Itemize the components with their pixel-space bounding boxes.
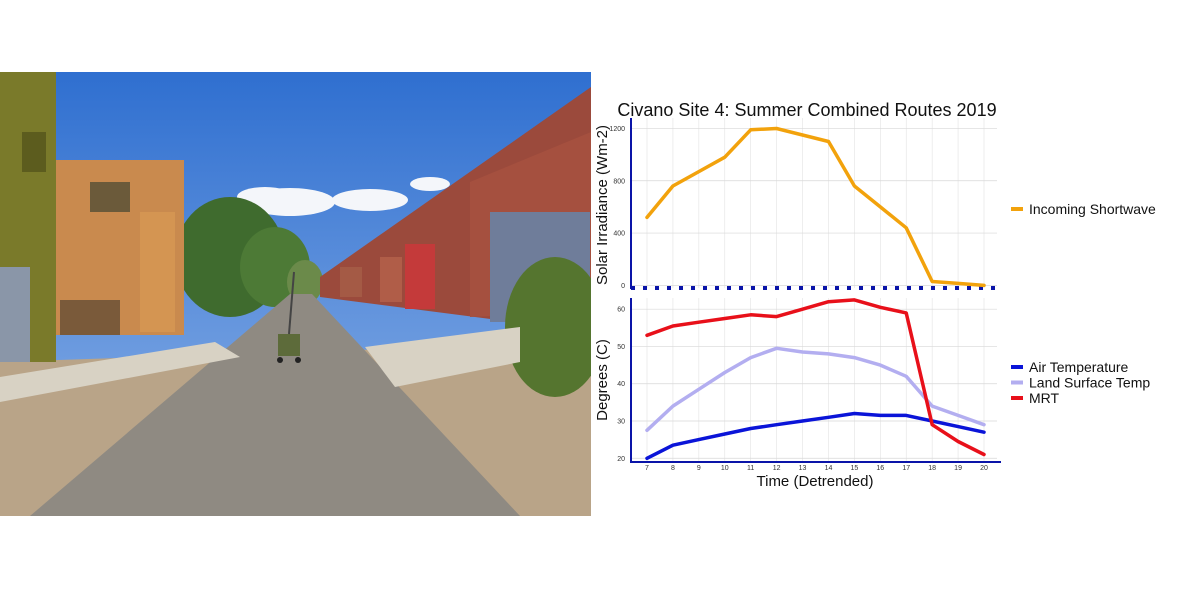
x-tick-label: 8 <box>671 465 675 472</box>
x-tick-label: 13 <box>799 465 807 472</box>
legend-label: Land Surface Temp <box>1029 375 1150 391</box>
y-tick-label: 400 <box>613 231 625 238</box>
x-tick-label: 14 <box>825 465 833 472</box>
panel-solar-series <box>645 126 986 288</box>
series-line-mrt <box>645 298 986 457</box>
y-tick-label: 60 <box>617 307 625 314</box>
panel-temperature-y-label: Degrees (C) <box>594 339 611 421</box>
left-houses <box>0 72 184 362</box>
series-line-incoming-shortwave <box>645 126 986 288</box>
x-tick-label: 9 <box>697 465 701 472</box>
y-tick-label: 40 <box>617 381 625 388</box>
panel-temperature: 20 30 40 50 60 Degrees (C) Air TemperatureLa… <box>594 298 1150 463</box>
panel-temperature-series <box>645 298 986 461</box>
x-tick-label: 16 <box>876 465 884 472</box>
left-driveway <box>0 342 240 402</box>
bush <box>505 257 591 397</box>
panel-solar-grid <box>631 118 997 288</box>
road <box>30 294 520 516</box>
clouds <box>237 177 450 216</box>
x-tick-label: 19 <box>954 465 962 472</box>
x-tick-label: 18 <box>928 465 936 472</box>
sensor-cart <box>277 271 301 363</box>
chart-title: Civano Site 4: Summer Combined Routes 20… <box>617 100 996 120</box>
panel-solar-y-ticks: 0 400 800 1200 <box>609 126 625 290</box>
panel-solar: 0 400 800 1200 Solar Irradiance (Wm-2) Inco… <box>594 118 1156 290</box>
x-tick-label: 15 <box>850 465 858 472</box>
y-tick-label: 0 <box>621 283 625 290</box>
right-driveway <box>365 327 520 387</box>
chart: Civano Site 4: Summer Combined Routes 20… <box>594 100 1156 490</box>
x-tick-label: 10 <box>721 465 729 472</box>
x-tick-label: 12 <box>773 465 781 472</box>
panel-solar-y-label: Solar Irradiance (Wm-2) <box>594 125 611 285</box>
y-tick-label: 800 <box>613 178 625 185</box>
panel-temperature-grid <box>631 298 997 462</box>
panel-solar-legend: Incoming Shortwave <box>1011 201 1156 217</box>
legend-label: Incoming Shortwave <box>1029 201 1156 217</box>
x-tick-labels: 7 8 9 10 11 12 13 14 15 16 17 18 19 20 <box>645 465 988 472</box>
legend-label: Air Temperature <box>1029 359 1129 375</box>
x-tick-label: 11 <box>747 465 754 472</box>
y-tick-label: 50 <box>617 344 625 351</box>
y-tick-label: 30 <box>617 419 625 426</box>
panel-temperature-y-ticks: 20 30 40 50 60 <box>617 307 625 463</box>
legend-label: MRT <box>1029 390 1060 406</box>
x-tick-label: 20 <box>980 465 988 472</box>
x-tick-label: 17 <box>902 465 910 472</box>
y-tick-label: 20 <box>617 456 625 463</box>
street-photo <box>0 72 591 516</box>
x-axis-label: Time (Detrended) <box>757 473 874 490</box>
series-line-air-temperature <box>645 411 986 461</box>
y-tick-label: 1200 <box>609 126 625 133</box>
x-tick-label: 7 <box>645 465 649 472</box>
